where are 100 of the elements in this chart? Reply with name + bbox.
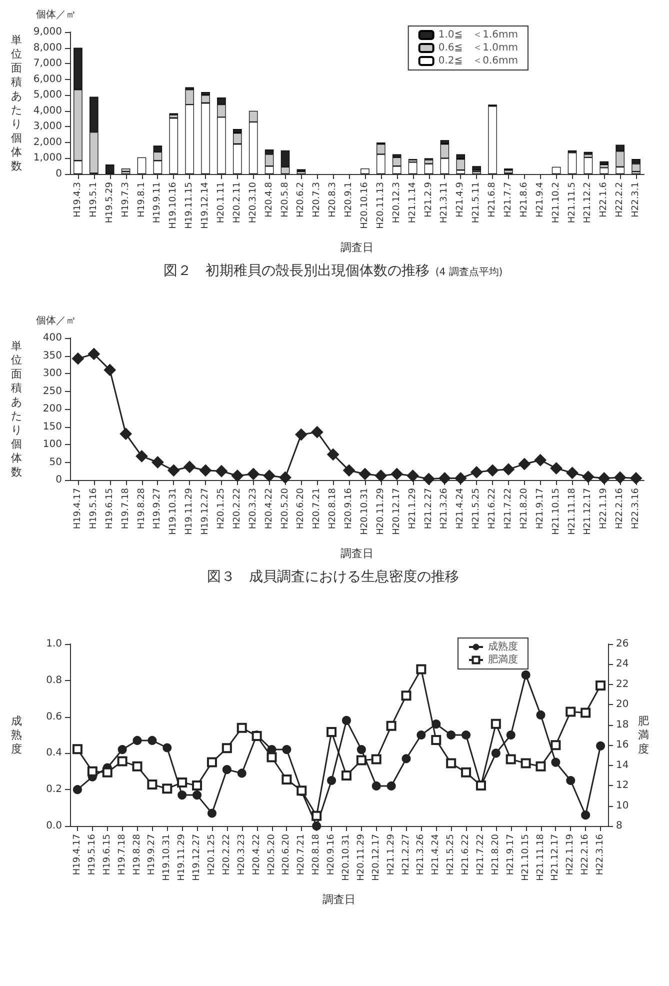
x-tick-label: H20.7.3	[312, 182, 322, 218]
point	[438, 472, 451, 484]
y-tick-label: 0.4	[46, 748, 62, 759]
point	[596, 680, 606, 690]
point	[263, 470, 276, 482]
point	[147, 780, 158, 790]
bar	[121, 168, 130, 172]
x-tick-label: H21.5.25	[446, 834, 456, 876]
x-tick-label: H21.5.25	[472, 488, 482, 530]
point	[247, 468, 260, 480]
x-tick-label: H20.4.8	[264, 182, 274, 218]
point	[87, 766, 98, 776]
point	[402, 754, 411, 764]
x-tick-label: H20.3.23	[248, 488, 258, 530]
x-tick-label: H21.11.18	[567, 488, 578, 535]
x-tick-label: H20.4.22	[264, 488, 274, 530]
point	[184, 460, 196, 473]
y2-tick-label: 10	[616, 800, 629, 812]
y2-axis-title: 肥満度	[638, 714, 649, 756]
point	[341, 770, 352, 780]
x-tick-label: H21.3.26	[416, 834, 426, 876]
x-tick-label: H22.2.16	[615, 488, 626, 530]
point	[118, 745, 127, 754]
x-tick-label: H20.9.16	[344, 488, 354, 530]
point	[581, 810, 590, 820]
x-tick-label: H20.10.16	[360, 182, 370, 229]
x-tick-label: H21.12.2	[583, 182, 594, 224]
x-tick-label: H20.1.25	[216, 488, 226, 530]
x-tick-label: H21.11.18	[536, 834, 546, 881]
point	[550, 740, 561, 750]
x-axis-title: 調査日	[322, 893, 356, 906]
x-tick-label: H20.11.13	[376, 182, 386, 229]
x-tick-label: H21.12.17	[583, 488, 594, 535]
y-tick-label: 150	[42, 421, 62, 432]
y-tick-label: 1,000	[33, 152, 62, 164]
x-tick-label: H19.9.11	[152, 182, 163, 224]
x-tick-label: H19.5.29	[104, 182, 115, 224]
x-tick-label: H20.1.11	[216, 182, 226, 224]
y2-tick-label: 20	[616, 699, 629, 710]
y-tick-label: 0.2	[46, 784, 62, 796]
y-tick-label: 0	[56, 474, 62, 486]
text: 図３ 成貝調査における生息密度の推移	[207, 569, 459, 585]
x-tick-label: H20.2.22	[232, 488, 242, 530]
point	[371, 754, 382, 764]
y-axis-title: 成熟度	[11, 714, 22, 756]
bar	[360, 168, 370, 174]
x-tick-label: H19.9.27	[152, 488, 163, 530]
point	[566, 776, 576, 785]
x-tick-label: H20.6.20	[296, 488, 306, 530]
x-tick-label: H19.7.18	[120, 488, 131, 530]
point	[386, 781, 396, 790]
y-tick-label: 350	[42, 350, 62, 362]
point	[454, 472, 467, 484]
point	[356, 745, 366, 754]
x-tick-label: H19.5.16	[88, 488, 99, 530]
point	[343, 464, 356, 476]
x-tick-label: H22.1.6	[599, 182, 610, 218]
x-tick-label: H19.5.1	[88, 182, 99, 218]
point	[518, 458, 530, 470]
point	[490, 718, 501, 729]
x-tick-label: H21.8.20	[519, 488, 530, 530]
x-tick-label: H19.6.15	[104, 488, 115, 530]
text: 個体／㎡	[36, 314, 76, 326]
point	[282, 745, 292, 754]
x-tick-label: H20.1.25	[206, 834, 217, 876]
bar	[504, 170, 513, 174]
text: 個体／㎡	[36, 8, 76, 20]
x-tick-label: H20.5.20	[266, 834, 277, 876]
y2-tick-label: 14	[616, 760, 629, 771]
x-tick-label: H20.7.21	[312, 488, 322, 530]
point	[596, 741, 606, 750]
legend-label: 肥満度	[488, 654, 518, 666]
x-tick-label: H20.7.21	[296, 834, 307, 876]
x-tick-label: H21.7.22	[476, 834, 486, 876]
point	[120, 428, 132, 440]
y2-tick-label: 18	[616, 719, 629, 730]
point	[279, 472, 292, 484]
x-tick-label: H20.12.17	[392, 488, 402, 535]
point	[614, 472, 626, 484]
point	[502, 463, 514, 476]
point	[580, 708, 591, 718]
x-tick-label: H20.4.22	[252, 834, 262, 876]
x-tick-label: H22.1.19	[566, 834, 576, 876]
x-tick-label: H21.1.14	[408, 182, 418, 224]
x-tick-label: H20.9.16	[326, 834, 337, 876]
y-tick-label: 300	[42, 368, 62, 379]
text: 図２ 初期稚貝の殻長別出現個体数の推移	[163, 263, 430, 279]
x-tick-label: H19.5.16	[87, 834, 98, 876]
x-tick-label: H20.3.23	[236, 834, 247, 876]
x-tick-label: H21.7.7	[503, 182, 514, 218]
y-tick-label: 250	[42, 386, 62, 397]
point	[372, 781, 381, 790]
point	[551, 758, 560, 767]
x-tick-label: H19.11.29	[184, 488, 195, 535]
point	[550, 462, 562, 474]
x-tick-label: H20.8.18	[328, 488, 338, 530]
x-tick-label: H20.3.10	[248, 182, 258, 224]
x-tick-label: H19.7.3	[120, 182, 131, 218]
x-tick-label: H21.6.8	[488, 182, 498, 218]
x-tick-label: H19.8.28	[136, 488, 147, 530]
